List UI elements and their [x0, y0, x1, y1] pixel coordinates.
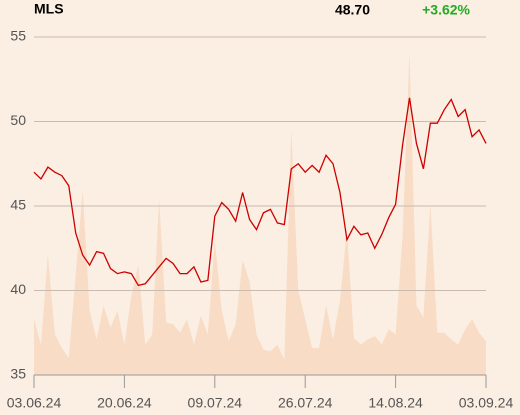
x-tick-label: 14.08.24: [368, 395, 423, 411]
y-tick-label: 50: [10, 112, 26, 128]
x-tick-label: 09.07.24: [188, 395, 243, 411]
y-tick-label: 40: [10, 281, 26, 297]
change: +3.62%: [422, 2, 470, 18]
volume-area: [34, 52, 486, 376]
price-line: [33, 97, 487, 287]
y-tick-label: 45: [10, 197, 26, 213]
x-tick-label: 20.06.24: [97, 395, 152, 411]
x-tick-label: 26.07.24: [278, 395, 333, 411]
x-tick-label: 03.06.24: [7, 395, 62, 411]
symbol: MLS: [34, 1, 64, 17]
y-tick-label: 35: [10, 366, 26, 382]
y-tick-label: 55: [10, 28, 26, 44]
price: 48.70: [335, 2, 370, 18]
x-tick-label: 03.09.24: [459, 395, 514, 411]
